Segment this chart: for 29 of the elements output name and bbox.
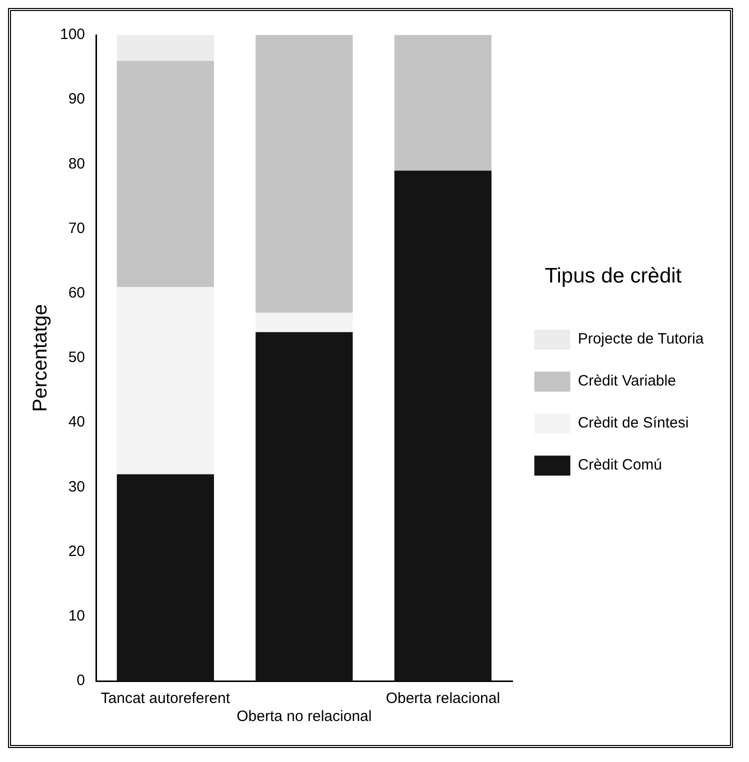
y-tick-label: 10	[68, 608, 86, 625]
y-tick-label: 40	[68, 414, 86, 431]
y-tick-label: 20	[68, 542, 86, 560]
y-tick-label: 30	[68, 478, 86, 496]
x-tick-label: Oberta no relacional	[236, 708, 372, 726]
bar	[116, 286, 214, 474]
bar	[116, 474, 214, 681]
y-tick-label: 100	[60, 26, 86, 44]
y-tick-label: 60	[68, 284, 86, 302]
x-tick-label: Oberta relacional	[386, 690, 500, 708]
bar	[116, 60, 214, 287]
x-tick-label: Tancat autoreferent	[100, 690, 231, 708]
bar	[116, 35, 214, 61]
y-tick-label: 0	[76, 672, 86, 690]
bar	[394, 35, 492, 171]
y-tick-label: 90	[68, 90, 86, 108]
legend-label: Crèdit de Síntesi	[578, 414, 689, 432]
bar	[256, 35, 353, 313]
y-axis-title: Percentatge	[30, 304, 52, 412]
bar	[256, 312, 353, 332]
y-tick-label: 50	[68, 349, 86, 366]
bar	[394, 170, 492, 681]
bar	[256, 332, 353, 681]
legend-title: Tipus de crèdit	[544, 264, 682, 288]
y-tick-label: 80	[68, 155, 86, 172]
legend-label: Projecte de Tutoria	[578, 330, 704, 348]
legend-label: Crèdit Variable	[578, 372, 676, 390]
legend-label: Crèdit Comú	[578, 456, 662, 474]
y-tick-label: 70	[68, 220, 86, 237]
